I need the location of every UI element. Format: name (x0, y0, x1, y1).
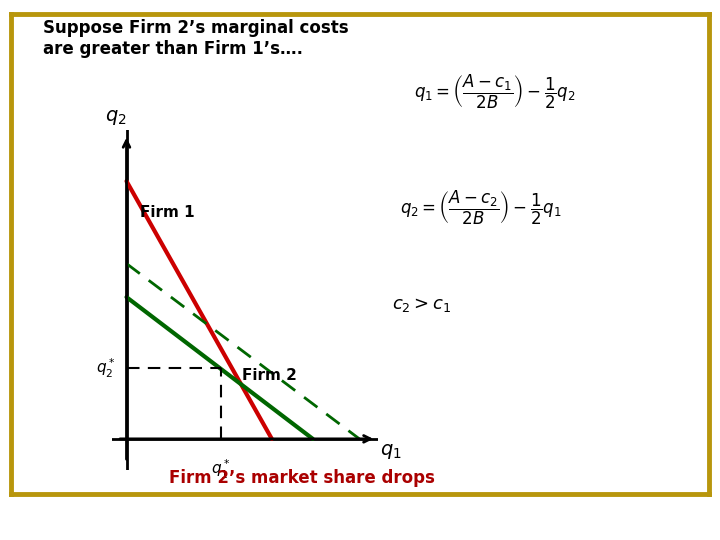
Text: Firm 2: Firm 2 (242, 368, 297, 383)
Text: $q_2 = \left(\dfrac{A-c_2}{2B}\right) - \dfrac{1}{2}q_1$: $q_2 = \left(\dfrac{A-c_2}{2B}\right) - … (400, 189, 562, 227)
Text: Suppose Firm 2’s marginal costs
are greater than Firm 1’s….: Suppose Firm 2’s marginal costs are grea… (43, 19, 348, 58)
Text: $q_1^*$: $q_1^*$ (211, 458, 230, 481)
Text: Firm 1: Firm 1 (140, 205, 194, 220)
Text: $q_1 = \left(\dfrac{A-c_1}{2B}\right) - \dfrac{1}{2}q_2$: $q_1 = \left(\dfrac{A-c_1}{2B}\right) - … (414, 73, 575, 111)
Text: $q_2^*$: $q_2^*$ (96, 356, 115, 380)
Text: $q_2$: $q_2$ (104, 108, 126, 127)
Text: $q_1$: $q_1$ (380, 442, 402, 461)
Text: Firm 2’s market share drops: Firm 2’s market share drops (169, 469, 436, 487)
Text: $c_2 > c_1$: $c_2 > c_1$ (392, 296, 451, 314)
